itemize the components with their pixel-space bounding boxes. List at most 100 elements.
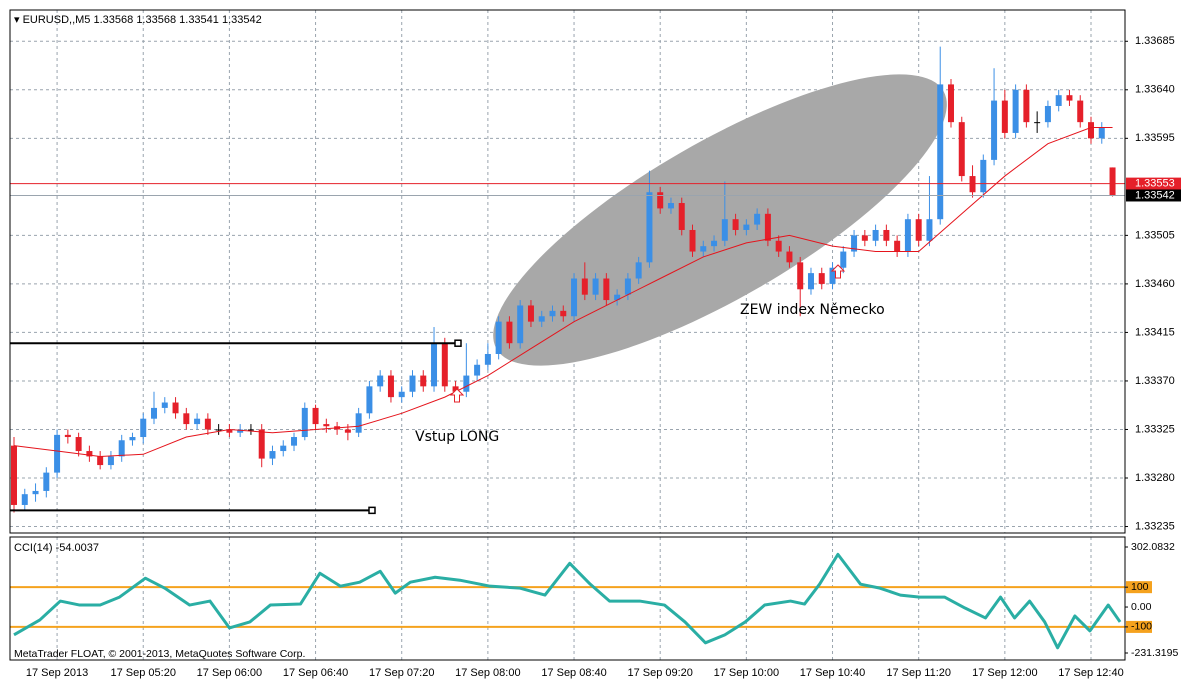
indicator-level-box (1126, 581, 1152, 594)
candle-body (86, 451, 93, 457)
candle-body (775, 240, 782, 252)
candle-body (807, 273, 814, 290)
level-anchor (454, 339, 462, 347)
y-tick-label: 1.33370 (1135, 375, 1175, 387)
y-tick-label: 1.33280 (1135, 472, 1175, 484)
candle-body (732, 219, 739, 230)
header: ▾ EURUSD,,M5 1.33568 1.33568 1.33541 1.3… (14, 14, 262, 26)
candle-body (538, 316, 545, 322)
x-tick-label: 17 Sep 06:40 (283, 667, 348, 679)
candle-body (818, 273, 825, 284)
indicator-tick-label: 0.00 (1131, 601, 1152, 613)
y-tick-label: 1.33640 (1135, 84, 1175, 96)
ask-label: 1.33553 (1135, 178, 1175, 190)
price-pane-border (9, 9, 1126, 534)
candle-body (689, 229, 696, 252)
candle-body (97, 456, 104, 466)
candle-body (829, 267, 836, 284)
candle-body (958, 122, 965, 177)
indicator-tick-label: -100 (1131, 621, 1152, 633)
candle-body (32, 490, 39, 495)
candle-body (11, 445, 17, 505)
indicator-tick-label: 100 (1131, 581, 1149, 593)
candle-body (237, 429, 244, 433)
y-tick-label: 1.33235 (1135, 520, 1175, 532)
candle-body (721, 219, 728, 241)
candle-body (420, 375, 427, 387)
candle-body (452, 386, 459, 392)
low-price: 1.33541 (179, 14, 219, 26)
close-price: 1.33542 (222, 14, 262, 26)
candle-body (495, 321, 502, 354)
indicator-pane-border (9, 536, 1126, 661)
candle-body (118, 440, 125, 457)
candle-body (711, 240, 718, 247)
candle-body (54, 434, 61, 473)
candle-body (1077, 100, 1084, 123)
candle-body (366, 386, 373, 414)
candle-body (172, 402, 179, 414)
indicator-level-box (1126, 620, 1152, 633)
candle-body (409, 375, 416, 392)
y-tick-label: 1.33685 (1135, 35, 1175, 47)
candle-body (904, 219, 911, 252)
candle-body (797, 262, 804, 290)
candle-body (1044, 105, 1051, 123)
ask-label-box (1126, 177, 1181, 190)
candle-body (506, 321, 513, 344)
candle-body (1001, 100, 1008, 133)
candle-body (107, 456, 114, 466)
candle-body (194, 418, 201, 425)
candle-body (840, 251, 847, 268)
x-tick-label: 17 Sep 09:20 (627, 667, 692, 679)
candle-body (786, 251, 793, 263)
candle-body (377, 375, 384, 387)
candle-body (43, 472, 50, 491)
moving-average (13, 127, 1113, 457)
candle-body (969, 176, 976, 193)
y-tick-label: 1.33505 (1135, 229, 1175, 241)
candle-body (129, 437, 136, 441)
candle-body (980, 159, 987, 193)
candle-body (926, 219, 933, 241)
candle-body (258, 429, 265, 459)
symbol: EURUSD,,M5 (23, 14, 91, 26)
candle-body (571, 278, 578, 317)
candle-body (915, 219, 922, 241)
candle-body (140, 418, 147, 438)
x-tick-label: 17 Sep 08:00 (455, 667, 520, 679)
indicator-tick-label: 302.0832 (1131, 541, 1175, 553)
candle-body (1012, 89, 1019, 133)
candle-body (872, 229, 879, 241)
annotation: Vstup LONG (415, 429, 499, 445)
high-price: 1.33568 (136, 14, 176, 26)
overlay-layer: ▾ EURUSD,,M5 1.33568 1.33568 1.33541 1.3… (9, 9, 1181, 679)
x-tick-label: 17 Sep 10:00 (714, 667, 779, 679)
candle-body (603, 278, 610, 301)
candle-body (355, 413, 362, 433)
candle-body (624, 278, 631, 295)
candle-body (947, 84, 954, 123)
indicator-tick-label: -231.3195 (1131, 647, 1178, 659)
candle-body (463, 375, 470, 392)
candle-body (1109, 167, 1116, 196)
candle-body (21, 494, 28, 505)
watermark: MetaTrader FLOAT, © 2001-2013, MetaQuote… (14, 648, 305, 660)
candle-body (474, 364, 481, 376)
candle-body (64, 434, 71, 438)
x-tick-label: 17 Sep 07:20 (369, 667, 434, 679)
candle-body (226, 429, 233, 433)
cci-line (13, 552, 1122, 650)
candle-body (646, 192, 653, 263)
candle-body (441, 343, 448, 387)
candle-body (883, 229, 890, 241)
candle-body (484, 353, 491, 365)
candle-body (635, 262, 642, 279)
candle-body (754, 213, 761, 225)
candle-body (387, 375, 394, 398)
candle-body (1066, 95, 1073, 101)
candle-body (1034, 122, 1041, 124)
x-tick-label: 17 Sep 08:40 (541, 667, 606, 679)
